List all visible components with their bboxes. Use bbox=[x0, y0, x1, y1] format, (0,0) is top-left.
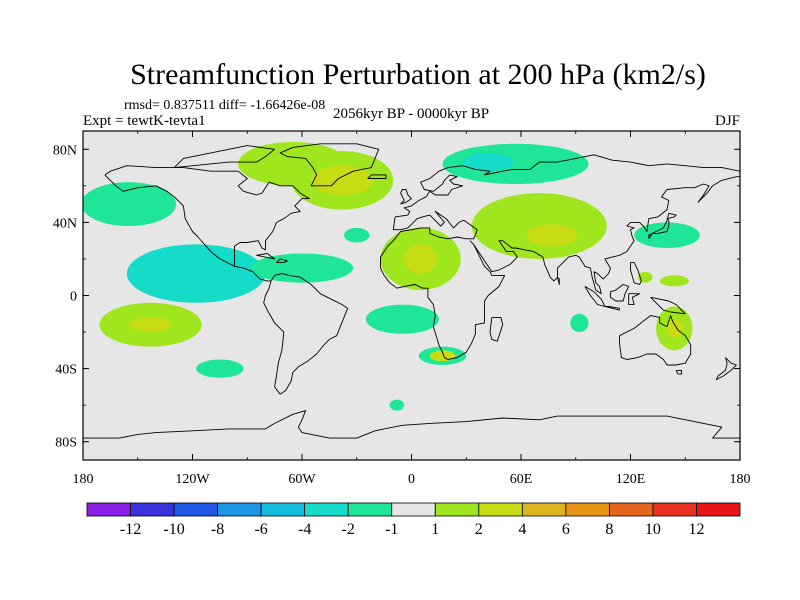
coastline-15 bbox=[650, 296, 686, 315]
anomaly-region-21 bbox=[634, 222, 700, 248]
anomaly-region-15 bbox=[365, 304, 439, 334]
stats-line: rmsd= 0.837511 diff= -1.66426e-08 bbox=[124, 98, 325, 113]
anomaly-region-9 bbox=[311, 165, 374, 195]
y-tick-label: 0 bbox=[70, 290, 77, 305]
colorbar-swatch bbox=[609, 502, 654, 517]
period-label: 2056kyr BP - 0000kyr BP bbox=[333, 106, 489, 122]
colorbar-swatch bbox=[130, 502, 175, 517]
coastline-18 bbox=[675, 369, 683, 375]
colorbar-swatch bbox=[652, 502, 697, 517]
map-panel: 180 120W 60W 0 60E 120E 180 80N 40N 0 40S 80S bbox=[53, 130, 751, 487]
coastline-7 bbox=[393, 210, 478, 240]
coastline-19 bbox=[715, 357, 737, 381]
colorbar-label: 12 bbox=[688, 521, 704, 538]
coastline-24 bbox=[83, 410, 740, 439]
colorbar-label: 4 bbox=[518, 521, 526, 538]
anomaly-region-24 bbox=[570, 313, 589, 333]
colorbar-label: -6 bbox=[254, 521, 267, 538]
colorbar-label: 8 bbox=[605, 521, 613, 538]
coastline-5 bbox=[400, 189, 412, 205]
colorbar-swatch bbox=[217, 502, 262, 517]
colorbar-swatch bbox=[521, 502, 567, 517]
colorbar-swatch bbox=[86, 502, 131, 517]
x-axis: 180 120W 60W 0 60E 120E 180 bbox=[73, 131, 751, 487]
coastline-2 bbox=[279, 143, 380, 187]
coastline-6 bbox=[392, 154, 740, 230]
colorbar-swatch bbox=[173, 502, 218, 517]
x-tick-label: 120E bbox=[616, 472, 646, 487]
coastline-13 bbox=[609, 284, 630, 302]
experiment-label: Expt = tewtK-tevta1 bbox=[83, 113, 206, 129]
colorbar-swatch bbox=[478, 502, 523, 517]
coastline-14 bbox=[628, 293, 641, 306]
coastline-20 bbox=[489, 316, 504, 342]
colorbar-label: 2 bbox=[475, 521, 483, 538]
x-tick-label: 120W bbox=[175, 472, 210, 487]
y-tick-label: 80N bbox=[53, 143, 77, 158]
colorbar: -12 -10 -8 -6 -4 -2 -1 1 2 4 6 8 10 12 bbox=[86, 502, 741, 538]
anomaly-region-12 bbox=[462, 152, 514, 172]
coastline-12 bbox=[604, 306, 620, 311]
coastline-23 bbox=[276, 258, 288, 264]
coastline-3 bbox=[173, 145, 276, 169]
anomaly-region-20 bbox=[526, 224, 578, 247]
colorbar-swatch bbox=[434, 502, 480, 517]
coastline-8 bbox=[380, 231, 506, 360]
coastline-22 bbox=[256, 253, 276, 260]
x-tick-label: 60W bbox=[288, 472, 316, 487]
coastline-10 bbox=[648, 212, 677, 240]
season-label: DJF bbox=[715, 113, 740, 129]
anomaly-region-23 bbox=[659, 275, 689, 287]
x-tick-label: 0 bbox=[408, 472, 415, 487]
colorbar-swatch bbox=[696, 502, 741, 517]
coastline-9 bbox=[473, 176, 740, 295]
y-tick-label: 40N bbox=[53, 216, 77, 231]
colorbar-swatch bbox=[260, 502, 306, 517]
coastline-17 bbox=[619, 315, 692, 366]
colorbar-swatch bbox=[391, 502, 436, 517]
colorbar-label: -10 bbox=[163, 521, 184, 538]
coastline-1 bbox=[104, 165, 310, 267]
y-tick-label: 40S bbox=[55, 363, 77, 378]
anomaly-region-0 bbox=[83, 182, 177, 227]
chart-title: Streamfunction Perturbation at 200 hPa (… bbox=[130, 58, 706, 91]
colorbar-label: 10 bbox=[645, 521, 661, 538]
colorbar-label: -2 bbox=[342, 521, 355, 538]
colorbar-swatch bbox=[565, 502, 610, 517]
colorbar-label: -4 bbox=[298, 521, 311, 538]
x-tick-label: 180 bbox=[73, 472, 94, 487]
anomaly-region-26 bbox=[665, 319, 684, 338]
anomaly-region-17 bbox=[429, 350, 456, 362]
coastline-4 bbox=[367, 174, 387, 179]
coastline-0 bbox=[104, 174, 349, 395]
anomaly-region-14 bbox=[404, 244, 438, 274]
colorbar-swatch bbox=[304, 502, 349, 517]
anomaly-region-2 bbox=[177, 262, 215, 292]
anomaly-region-18 bbox=[389, 399, 405, 411]
anomaly-region-6 bbox=[196, 359, 244, 378]
coastline-16 bbox=[630, 262, 642, 285]
coastlines bbox=[83, 143, 740, 439]
colorbar-label: -8 bbox=[211, 521, 224, 538]
colorbar-label: 6 bbox=[562, 521, 570, 538]
colorbar-label: -12 bbox=[120, 521, 141, 538]
x-tick-label: 180 bbox=[730, 472, 751, 487]
x-tick-label: 60E bbox=[510, 472, 533, 487]
coastline-21 bbox=[557, 276, 560, 285]
y-axis: 80N 40N 0 40S 80S bbox=[53, 143, 740, 451]
anomaly-region-5 bbox=[128, 317, 173, 333]
y-tick-label: 80S bbox=[55, 436, 77, 451]
colorbar-label: -1 bbox=[385, 521, 398, 538]
colorbar-label: 1 bbox=[431, 521, 439, 538]
anomaly-region-10 bbox=[343, 227, 370, 243]
colorbar-swatch bbox=[347, 502, 393, 517]
anomaly-contours bbox=[83, 141, 700, 411]
